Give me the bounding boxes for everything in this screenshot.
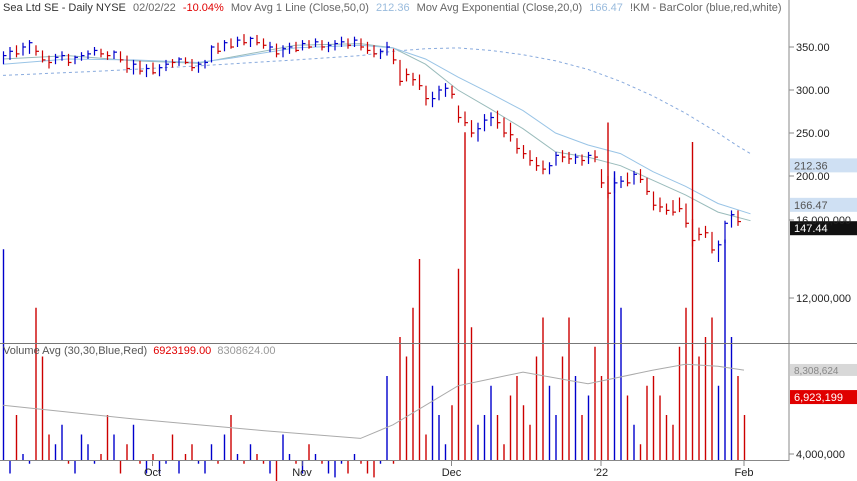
volume-label: Volume Avg (30,30,Blue,Red) bbox=[3, 345, 148, 357]
barcolor-label: !KM - BarColor (blue,red,white) bbox=[629, 2, 782, 14]
volume-header: Volume Avg (30,30,Blue,Red) 6923199.00 8… bbox=[3, 345, 279, 357]
price-tick-label: 200.00 bbox=[796, 171, 830, 183]
ma2-value: 166.47 bbox=[589, 2, 623, 14]
change-label: -10.04% bbox=[182, 2, 224, 14]
ma50-badge-text: 212.36 bbox=[794, 160, 828, 172]
price-tick-label: 250.00 bbox=[796, 128, 830, 140]
x-tick-label: Nov bbox=[292, 467, 312, 479]
price-tick-label: 300.00 bbox=[796, 85, 830, 97]
x-tick-label: Dec bbox=[442, 467, 462, 479]
volume-last-badge bbox=[790, 390, 857, 405]
volume-avg-badge bbox=[790, 363, 857, 376]
price-panel bbox=[2, 34, 751, 262]
volume-value: 6923199.00 bbox=[153, 345, 212, 357]
ma50-line bbox=[2, 47, 751, 155]
volume-tick-label: 4,000,000 bbox=[796, 449, 845, 461]
ema20-badge bbox=[790, 197, 857, 212]
x-tick-label: '22 bbox=[594, 467, 608, 479]
volume-avg-badge-text: 8,308,624 bbox=[794, 366, 839, 377]
x-tick-label: Feb bbox=[735, 467, 754, 479]
price-header: Sea Ltd SE - Daily NYSE 02/02/22 -10.04%… bbox=[3, 2, 786, 14]
ma2-label: Mov Avg Exponential (Close,20,0) bbox=[416, 2, 583, 14]
ma50-badge bbox=[790, 158, 857, 173]
ma1-label: Mov Avg 1 Line (Close,50,0) bbox=[230, 2, 369, 14]
volume-last-badge-text: 6,923,199 bbox=[794, 392, 843, 404]
ma-short-line bbox=[2, 43, 751, 222]
close-badge bbox=[790, 221, 857, 236]
date-label: 02/02/22 bbox=[132, 2, 176, 14]
volume-tick-label: 12,000,000 bbox=[796, 293, 851, 305]
volume-avg-value: 8308624.00 bbox=[217, 345, 276, 357]
volume-panel bbox=[2, 122, 746, 481]
symbol-label: Sea Ltd SE - Daily NYSE bbox=[3, 2, 126, 14]
ema20-line bbox=[2, 44, 751, 215]
ma1-value: 212.36 bbox=[375, 2, 410, 14]
price-tick-label: 350.00 bbox=[796, 42, 830, 54]
x-tick-label: Oct bbox=[144, 467, 161, 479]
ema20-badge-text: 166.47 bbox=[794, 200, 828, 212]
close-badge-text: 147.44 bbox=[794, 223, 828, 235]
volume-tick-label: 16,000,000 bbox=[796, 215, 851, 227]
volume-avg-line bbox=[2, 363, 745, 439]
